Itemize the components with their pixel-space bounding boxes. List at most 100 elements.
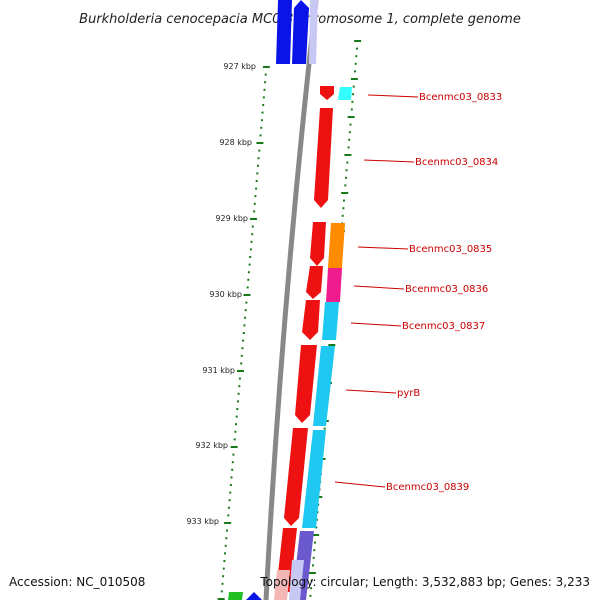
gene-bcenmc03-0837-red[interactable] [302, 300, 320, 340]
gene-green-bottom[interactable] [228, 592, 243, 600]
left-ring-minor-tick [262, 104, 265, 106]
left-ring-minor-tick [245, 301, 248, 304]
leader-bcenmc03-0833 [367, 94, 419, 98]
gene-label-bcenmc03-0834: Bcenmc03_0834 [415, 157, 498, 168]
gene-blue-top-2[interactable] [292, 0, 309, 64]
left-ring-minor-tick [237, 400, 239, 403]
leader-bcenmc03-0837 [350, 322, 402, 327]
gene-bcenmc03-0839-red[interactable] [284, 428, 308, 526]
left-ring-major-tick [250, 218, 257, 220]
left-ring-minor-tick [236, 408, 239, 410]
gene-features [228, 0, 352, 600]
gene-bcenmc03-0835-red[interactable] [310, 222, 326, 266]
left-ring-minor-tick [253, 210, 256, 213]
leader-pyrb [345, 389, 397, 394]
gene-bcenmc03-0839-cyan[interactable] [302, 430, 326, 528]
right-ring-minor-tick [348, 138, 351, 141]
left-ring-minor-tick [243, 324, 246, 327]
left-ring-minor-tick [258, 149, 261, 152]
left-ring-minor-tick [247, 278, 250, 281]
left-ring-minor-tick [257, 164, 259, 167]
right-ring-minor-tick [310, 587, 313, 590]
gene-label-pyrb: pyrB [397, 388, 420, 399]
left-ring-minor-tick [253, 202, 256, 205]
gene-blue-top-1[interactable] [276, 0, 292, 64]
left-ring-minor-tick [260, 126, 263, 129]
left-ring-minor-tick [260, 119, 263, 122]
right-ring-minor-tick [343, 199, 345, 202]
kbp-label-933: 933 kbp [186, 517, 219, 526]
right-ring-minor-tick [344, 184, 347, 187]
gene-lavender-bottom[interactable] [289, 560, 304, 600]
right-ring-minor-tick [352, 93, 355, 96]
left-ring-minor-tick [229, 484, 232, 486]
right-ring-minor-tick [346, 161, 349, 164]
right-ring-minor-tick [310, 579, 313, 582]
gene-blue-bottom[interactable] [246, 592, 262, 600]
left-ring-minor-tick [223, 560, 226, 562]
right-ring-minor-tick [355, 55, 358, 58]
left-tick-ring [217, 66, 270, 600]
right-ring-major-tick [341, 192, 349, 194]
left-ring-minor-tick [224, 544, 227, 547]
gene-pyrb-red[interactable] [295, 345, 317, 423]
gene-lightblue-top[interactable] [309, 0, 318, 64]
kbp-label-928: 928 kbp [219, 138, 252, 147]
left-ring-minor-tick [257, 157, 260, 160]
right-ring-major-tick [354, 40, 362, 42]
topology-text: Topology: circular; Length: 3,532,883 bp… [259, 575, 590, 589]
left-ring-minor-tick [242, 332, 245, 334]
left-ring-minor-tick [254, 195, 257, 198]
gene-pink-bottom[interactable] [274, 570, 290, 600]
right-ring-major-tick [350, 78, 358, 80]
left-ring-minor-tick [251, 225, 254, 228]
left-ring-major-tick [230, 446, 238, 448]
left-ring-major-tick [256, 142, 264, 144]
gene-label-bcenmc03-0836: Bcenmc03_0836 [405, 284, 488, 295]
gene-pyrb-cyan[interactable] [313, 346, 335, 426]
left-ring-major-tick [224, 522, 232, 524]
left-ring-minor-tick [250, 240, 253, 243]
left-ring-minor-tick [247, 271, 250, 274]
left-ring-minor-tick [244, 309, 247, 312]
accession-text: Accession: NC_010508 [9, 575, 145, 589]
leader-bcenmc03-0836 [353, 285, 405, 290]
left-ring-minor-tick [262, 96, 265, 99]
left-ring-minor-tick [227, 514, 230, 517]
right-ring-minor-tick [349, 123, 352, 126]
left-ring-minor-tick [261, 111, 264, 114]
right-ring-minor-tick [354, 62, 357, 65]
gene-bcenmc03-0836-magenta[interactable] [326, 268, 342, 302]
left-ring-minor-tick [230, 476, 233, 479]
gene-label-bcenmc03-0837: Bcenmc03_0837 [402, 321, 485, 332]
gene-bcenmc03-0835-orange[interactable] [328, 223, 345, 268]
left-ring-minor-tick [220, 590, 223, 593]
right-ring-minor-tick [345, 169, 348, 172]
gene-label-leaders [334, 94, 419, 488]
left-ring-minor-tick [221, 582, 224, 585]
left-ring-major-tick [262, 66, 270, 68]
left-ring-minor-tick [238, 385, 241, 388]
left-ring-major-tick [217, 598, 225, 600]
right-ring-minor-tick [323, 427, 326, 430]
right-ring-minor-tick [315, 526, 318, 529]
left-ring-minor-tick [225, 537, 228, 540]
left-ring-minor-tick [226, 529, 228, 532]
left-ring-minor-tick [244, 316, 247, 319]
right-ring-minor-tick [342, 207, 345, 210]
left-ring-minor-tick [242, 339, 245, 342]
left-ring-minor-tick [255, 187, 258, 190]
right-ring-minor-tick [347, 146, 350, 149]
right-ring-major-tick [312, 534, 320, 536]
gene-bcenmc03-0836-red[interactable] [306, 266, 323, 299]
left-ring-minor-tick [249, 256, 252, 258]
gene-bcenmc03-0837-cyan[interactable] [322, 302, 339, 340]
kbp-label-932: 932 kbp [195, 441, 228, 450]
left-ring-minor-tick [263, 88, 266, 91]
gene-bcenmc03-0833-red[interactable] [320, 86, 334, 100]
gene-label-list: Bcenmc03_0833 Bcenmc03_0834 Bcenmc03_083… [386, 92, 502, 493]
gene-bcenmc03-0834[interactable] [314, 108, 333, 208]
gene-bcenmc03-0833-cyan[interactable] [338, 87, 352, 100]
left-ring-minor-tick [246, 286, 249, 289]
